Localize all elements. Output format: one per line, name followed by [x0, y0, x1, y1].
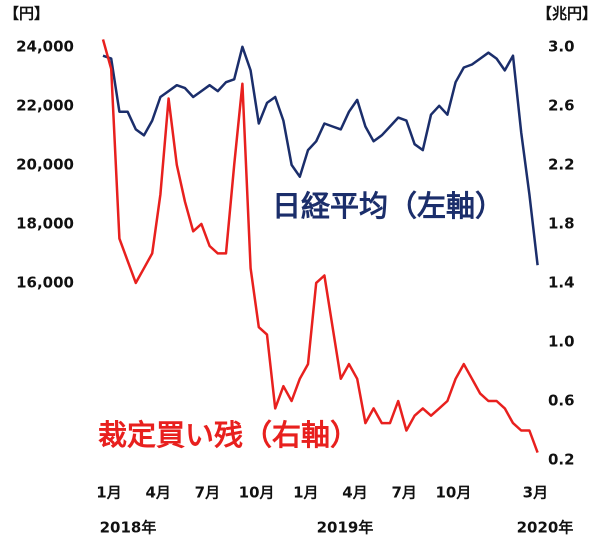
y-tick-label: 24,000 — [16, 37, 74, 55]
y2-tick-label: 2.6 — [548, 96, 575, 114]
y2-tick-label: 1.0 — [548, 332, 575, 350]
x-tick-label: 7月 — [195, 484, 220, 502]
x-tick-label: 10月 — [435, 484, 471, 502]
y2-tick-label: 0.6 — [548, 391, 575, 409]
y-tick-label: 16,000 — [16, 273, 74, 291]
series-line — [102, 45, 539, 266]
x-tick-label: 1月 — [96, 484, 121, 502]
y2-axis-label: 【兆円】 — [537, 5, 597, 23]
y2-tick-label: 2.2 — [548, 155, 575, 173]
y-tick-label: 18,000 — [16, 214, 74, 232]
year-label: 2020年 — [517, 519, 574, 537]
x-tick-label: 7月 — [391, 484, 416, 502]
x-tick-label: 10月 — [239, 484, 275, 502]
y2-tick-label: 3.0 — [548, 37, 575, 55]
series-annotation: 裁定買い残（右軸） — [98, 418, 359, 452]
x-tick-label: 4月 — [145, 484, 170, 502]
y2-tick-label: 1.4 — [548, 273, 575, 291]
series-line — [101, 39, 539, 454]
y2-tick-label: 0.2 — [548, 451, 575, 469]
year-label: 2019年 — [317, 519, 374, 537]
x-tick-label: 1月 — [293, 484, 318, 502]
y-axis-label: 【円】 — [4, 5, 49, 23]
y-tick-label: 20,000 — [16, 155, 74, 173]
y-tick-label: 22,000 — [16, 96, 74, 114]
x-tick-label: 4月 — [342, 484, 367, 502]
x-tick-label: 3月 — [523, 484, 548, 502]
y2-tick-label: 1.8 — [548, 214, 575, 232]
series-annotation: 日経平均（左軸） — [272, 189, 504, 223]
year-label: 2018年 — [100, 519, 157, 537]
